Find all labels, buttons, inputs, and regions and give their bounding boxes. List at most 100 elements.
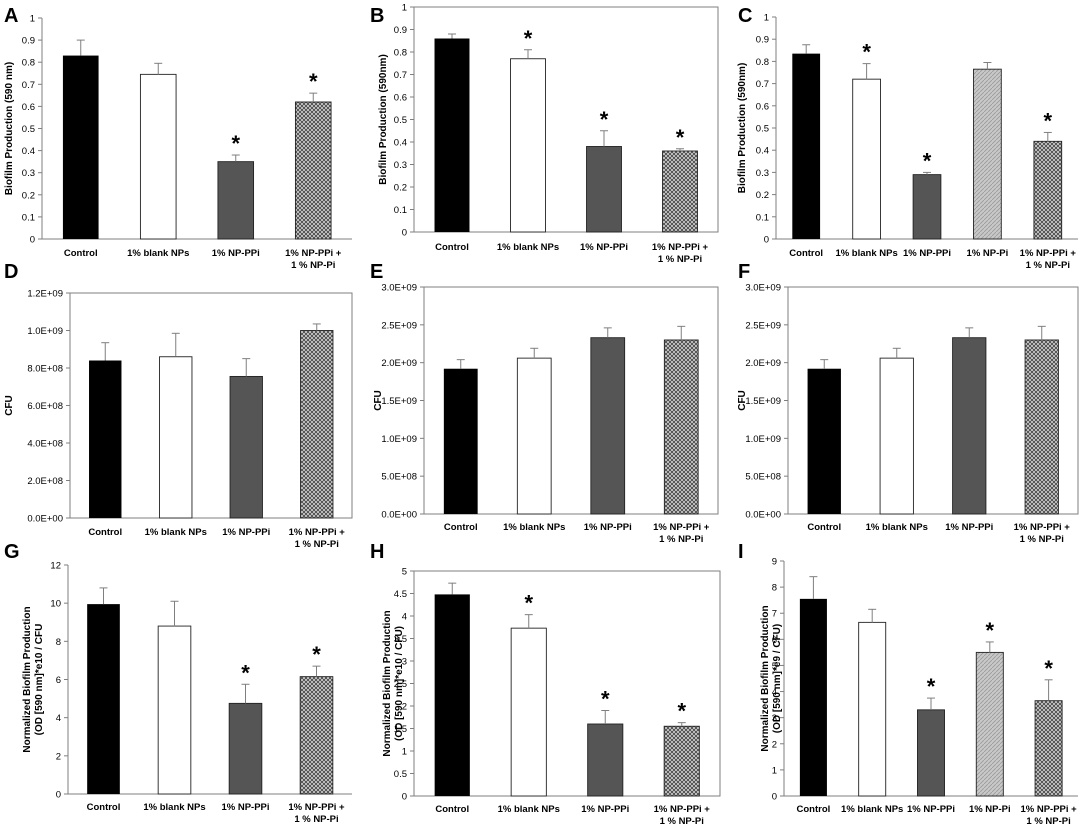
y-tick-label: 1 (772, 765, 777, 776)
bar (917, 709, 945, 797)
category-label: 1% NP-PPi + (289, 527, 346, 538)
y-tick-label: 0.1 (22, 212, 35, 223)
y-tick-label: 1.0E+09 (381, 434, 417, 445)
chart-panel-i: I 0 1 2 3 4 5 6 7 8 9 Normalized Biofilm Production… (738, 541, 1078, 827)
y-tick-label: 0.5 (756, 124, 769, 135)
y-tick-label: 8 (56, 637, 61, 648)
y-tick-label: 4 (56, 713, 61, 724)
y-tick-label: 3 (402, 657, 407, 668)
y-tick-label: 1.5E+09 (381, 396, 417, 407)
category-label: 1% blank NPs (497, 242, 559, 253)
bar (229, 375, 263, 519)
panel-letter: E (370, 261, 383, 283)
bar (228, 702, 263, 795)
y-tick-label: 10 (50, 599, 61, 610)
bar (434, 38, 470, 232)
significance-star: * (600, 107, 609, 132)
y-tick-label: 0.5 (394, 115, 407, 126)
y-tick-label: 2.5E+09 (381, 320, 417, 331)
significance-star: * (524, 591, 533, 616)
y-tick-label: 0.3 (22, 168, 35, 179)
chart-panel-h: H 0 0.5 1 1.5 2 2.5 3 3.5 4 4.5 5 Normalized Biofilm… (370, 541, 721, 827)
y-axis-label: Normalized Biofilm Production (22, 606, 33, 752)
y-tick-label: 2.0E+08 (27, 476, 63, 487)
chart-panel-d: D 0.0E+00 2.0E+08 4.0E+08 6.0E+08 8.0E+08 1.0E… (4, 261, 353, 550)
y-tick-label: 0.7 (756, 79, 769, 90)
category-label: Control (789, 248, 823, 259)
y-axis-label: Normalized Biofilm Production (760, 605, 771, 751)
y-axis-label: Biofilm Production (590 nm) (4, 62, 15, 195)
category-label: 1% blank NPs (127, 248, 189, 259)
significance-star: * (986, 618, 995, 643)
y-axis-label: CFU (737, 390, 748, 411)
y-tick-label: 1 (402, 3, 407, 14)
bar (807, 368, 841, 514)
y-tick-label: 5.0E+08 (745, 472, 781, 483)
y-tick-label: 2 (56, 751, 61, 762)
category-label: 1% NP-PPi (221, 802, 269, 813)
y-tick-label: 0 (30, 235, 35, 246)
y-tick-label: 4.0E+08 (27, 439, 63, 450)
category-label: 1% NP-PPi (903, 248, 951, 259)
y-axis-label: Biofilm Production (590nm) (378, 54, 389, 185)
category-label: 1% blank NPs (866, 522, 928, 533)
significance-star: * (601, 687, 610, 712)
bar (139, 73, 177, 240)
significance-star: * (312, 642, 321, 667)
bar (1034, 700, 1063, 797)
category-label: Control (444, 522, 478, 533)
y-tick-label: 7 (772, 609, 777, 620)
y-tick-label: 0.6 (394, 93, 407, 104)
category-label: 1% NP-PPi + (652, 242, 709, 253)
category-label: 1 % NP-Pi (1026, 816, 1070, 827)
bar (879, 357, 914, 515)
category-label: 1% NP-PPi (945, 522, 993, 533)
y-tick-label: 0 (772, 792, 777, 803)
bar (952, 337, 987, 515)
y-tick-label: 0.0E+00 (745, 510, 781, 521)
chart-panel-e: E 0.0E+00 5.0E+08 1.0E+09 1.5E+09 2.0E+09 2.5E… (370, 261, 719, 545)
chart-panel-f: F 0.0E+00 5.0E+08 1.0E+09 1.5E+09 2.0E+09 2.5E… (737, 261, 1079, 545)
bar (62, 55, 99, 239)
y-tick-label: 1 (764, 13, 769, 24)
y-axis-label: CFU (4, 395, 15, 416)
bar (792, 53, 821, 239)
category-label: 1% NP-PPi + (654, 804, 711, 815)
category-label: Control (797, 804, 831, 815)
y-tick-label: 0.2 (394, 183, 407, 194)
y-tick-label: 1.0E+09 (745, 434, 781, 445)
y-tick-label: 0 (402, 792, 407, 803)
category-label: 1 % NP-Pi (291, 260, 335, 271)
y-tick-label: 5.0E+08 (381, 472, 417, 483)
y-axis-label: (OD [590 nm]*e10 / CFU (34, 624, 45, 736)
y-tick-label: 0.3 (394, 160, 407, 171)
y-tick-label: 0.9 (22, 36, 35, 47)
significance-star: * (862, 40, 871, 65)
panel-letter: I (738, 541, 744, 563)
bar (89, 360, 122, 518)
y-tick-label: 0.6 (756, 101, 769, 112)
y-axis-label: Biofilm Production (590nm) (737, 63, 748, 194)
bar (590, 337, 626, 515)
panel-letter: G (4, 541, 20, 563)
category-label: 1 % NP-Pi (1026, 260, 1070, 271)
y-tick-label: 1.0E+09 (27, 326, 63, 337)
panel-letter: D (4, 261, 18, 283)
y-axis-label: Normalized Biofilm Production (382, 610, 393, 756)
y-tick-label: 4 (402, 612, 407, 623)
bar (1033, 140, 1063, 240)
category-label: 1 % NP-Pi (660, 816, 704, 827)
y-tick-label: 0.9 (756, 35, 769, 46)
y-tick-label: 2.0E+09 (745, 358, 781, 369)
y-tick-label: 0.4 (394, 138, 407, 149)
y-tick-label: 0.2 (22, 190, 35, 201)
y-tick-label: 0.3 (756, 168, 769, 179)
category-label: 1% NP-PPi (222, 527, 270, 538)
significance-star: * (309, 69, 318, 94)
y-tick-label: 6 (772, 635, 777, 646)
category-label: 1% NP-PPi (581, 804, 629, 815)
category-label: 1% NP-PPi (212, 248, 260, 259)
y-tick-label: 0.0E+00 (381, 510, 417, 521)
y-tick-label: 0.5 (22, 124, 35, 135)
category-label: Control (88, 527, 122, 538)
